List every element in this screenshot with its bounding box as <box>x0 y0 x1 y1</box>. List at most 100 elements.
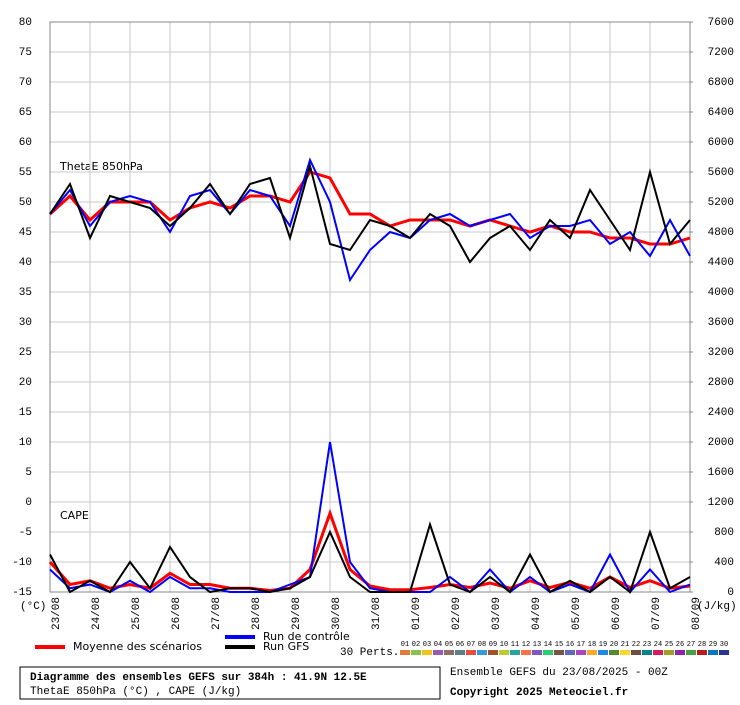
pert-label: 04 <box>434 641 442 649</box>
y-tick-label: 50 <box>19 197 32 209</box>
pert-label: 15 <box>555 641 563 649</box>
pert-swatch <box>433 650 443 655</box>
x-tick-label: 24/08 <box>91 597 103 630</box>
pert-swatch <box>620 650 630 655</box>
y2-tick-label: 5200 <box>708 197 734 209</box>
pert-label: 26 <box>676 641 684 649</box>
pert-label: 16 <box>566 641 574 649</box>
info-title: Diagramme des ensembles GEFS sur 384h : … <box>30 672 367 684</box>
legend-label: Moyenne des scénarios <box>73 640 202 653</box>
info-subtitle: ThetaE 850hPa (°C) , CAPE (J/kg) <box>30 686 241 698</box>
run-info: Ensemble GEFS du 23/08/2025 - 00Z <box>450 667 668 679</box>
y-tick-label: 80 <box>19 17 32 29</box>
y-tick-label: 45 <box>19 227 32 239</box>
pert-label: 02 <box>412 641 420 649</box>
y-tick-label: 0 <box>25 497 32 509</box>
y2-tick-label: 2000 <box>708 437 734 449</box>
pert-label: 07 <box>467 641 475 649</box>
pert-swatch <box>565 650 575 655</box>
y2-tick-label: 7200 <box>708 47 734 59</box>
y-tick-label: 40 <box>19 257 32 269</box>
info-box <box>19 666 441 700</box>
x-tick-label: 08/09 <box>691 597 703 630</box>
pert-label: 03 <box>423 641 431 649</box>
y-tick-label: -10 <box>12 557 32 569</box>
pert-swatch <box>609 650 619 655</box>
y-tick-label: 25 <box>19 347 32 359</box>
pert-swatch <box>532 650 542 655</box>
y-tick-label: -15 <box>12 587 32 599</box>
y-axis-label: (°C) <box>20 601 46 613</box>
y2-tick-label: 4400 <box>708 257 734 269</box>
x-tick-label: 25/08 <box>131 597 143 630</box>
y2-tick-label: 6800 <box>708 77 734 89</box>
pert-swatch <box>653 650 663 655</box>
y2-tick-label: 6400 <box>708 107 734 119</box>
pert-swatch <box>422 650 432 655</box>
y2-tick-label: 2800 <box>708 377 734 389</box>
copyright: Copyright 2025 Meteociel.fr <box>450 687 628 699</box>
pert-label: 23 <box>643 641 651 649</box>
x-tick-label: 06/09 <box>611 597 623 630</box>
pert-label: 12 <box>522 641 530 649</box>
y2-tick-label: 1200 <box>708 497 734 509</box>
y2-axis-label: (J/kg) <box>697 601 737 613</box>
x-tick-label: 30/08 <box>331 597 343 630</box>
x-tick-label: 07/09 <box>651 597 663 630</box>
pert-label: 28 <box>698 641 706 649</box>
legend-label: Run GFS <box>263 640 309 653</box>
y-tick-label: 75 <box>19 47 32 59</box>
pert-label: 13 <box>533 641 541 649</box>
pert-swatch <box>719 650 729 655</box>
pert-swatch <box>477 650 487 655</box>
y-tick-label: 70 <box>19 77 32 89</box>
y-tick-label: 60 <box>19 137 32 149</box>
x-tick-label: 01/09 <box>411 597 423 630</box>
pert-swatch <box>400 650 410 655</box>
series-line <box>48 508 691 593</box>
pert-label: 21 <box>621 641 629 649</box>
y2-tick-label: 800 <box>714 527 734 539</box>
pert-swatch <box>455 650 465 655</box>
pert-swatch <box>466 650 476 655</box>
pert-label: 11 <box>511 641 519 649</box>
y2-tick-label: 5600 <box>708 167 734 179</box>
pert-swatch <box>488 650 498 655</box>
pert-label: 01 <box>401 641 409 649</box>
legend-label: Run de contrôle <box>263 630 350 643</box>
pert-label: 30 <box>720 641 728 649</box>
y2-tick-label: 400 <box>714 557 734 569</box>
pert-label: 22 <box>632 641 640 649</box>
pert-label: 27 <box>687 641 695 649</box>
pert-swatch <box>642 650 652 655</box>
y2-tick-label: 2400 <box>708 407 734 419</box>
pert-label: 29 <box>709 641 717 649</box>
x-tick-label: 31/08 <box>371 597 383 630</box>
pert-swatch <box>697 650 707 655</box>
pert-swatch <box>686 650 696 655</box>
series-line <box>49 441 691 594</box>
pert-swatch <box>554 650 564 655</box>
pert-label: 20 <box>610 641 618 649</box>
theta-label: ThetaE 850hPa <box>59 160 143 173</box>
x-tick-label: 29/08 <box>291 597 303 630</box>
pert-swatch <box>675 650 685 655</box>
series-line <box>49 157 691 283</box>
pert-swatch <box>631 650 641 655</box>
cape-label: CAPE <box>60 509 89 522</box>
x-tick-label: 05/09 <box>571 597 583 630</box>
pert-swatch <box>543 650 553 655</box>
pert-label: 14 <box>544 641 552 649</box>
pert-label: 17 <box>577 641 585 649</box>
y2-tick-label: 0 <box>727 587 734 599</box>
y2-tick-label: 3600 <box>708 317 734 329</box>
pert-swatch <box>664 650 674 655</box>
pert-label: 06 <box>456 641 464 649</box>
y-tick-label: 65 <box>19 107 32 119</box>
y2-tick-label: 1600 <box>708 467 734 479</box>
x-tick-label: 03/09 <box>491 597 503 630</box>
series-line <box>48 170 691 246</box>
x-tick-label: 26/08 <box>171 597 183 630</box>
pert-swatch <box>708 650 718 655</box>
